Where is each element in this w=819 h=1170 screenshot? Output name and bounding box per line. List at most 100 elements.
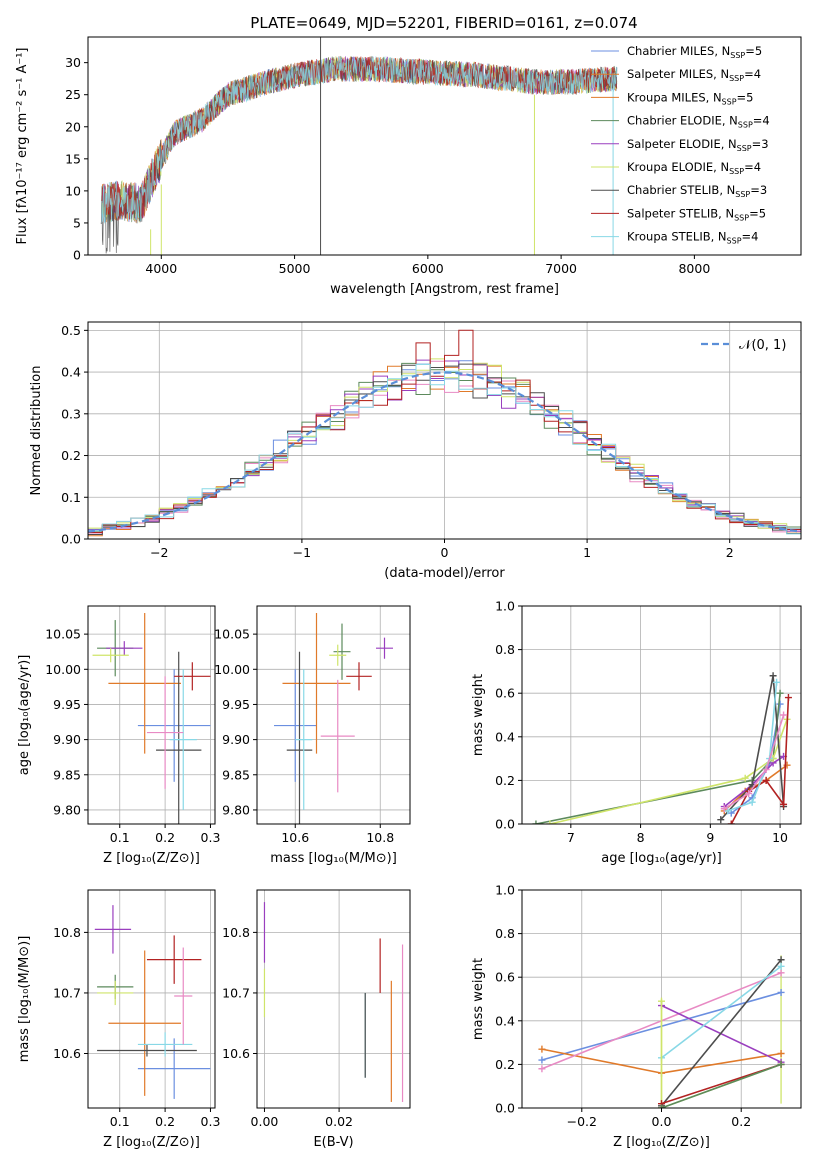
mass-weight-line: [723, 764, 788, 812]
mass-weight-marker: [780, 711, 788, 719]
mass-weight-marker: [777, 956, 785, 964]
plot-area: [274, 613, 393, 824]
y-tick-label: 10.05: [45, 627, 81, 642]
mass-weight-marker: [777, 1060, 785, 1068]
legend-label: 𝒩(0, 1): [739, 338, 786, 353]
y-tick-label: 30: [65, 55, 81, 70]
legend-label: Chabrier ELODIE, NSSP=4: [627, 114, 770, 130]
mass-weight-marker: [727, 820, 735, 824]
y-tick-label: 10.6: [53, 1046, 81, 1061]
y-tick-label: 0.0: [61, 532, 81, 547]
x-tick-label: 0.0: [652, 1114, 672, 1129]
y-tick-label: 9.90: [53, 732, 81, 747]
axes-frame: [87, 605, 216, 825]
x-tick-label: 7: [567, 830, 575, 845]
axes-frame: [256, 605, 411, 825]
mass-weight-marker: [784, 694, 792, 702]
x-tick-label: 5000: [279, 261, 311, 276]
y-tick-label: 25: [65, 87, 81, 102]
mass-weight-line: [549, 719, 788, 824]
x-tick-label: 10.8: [366, 830, 394, 845]
y-tick-label: 0.8: [495, 642, 515, 657]
x-tick-label: −1: [293, 545, 311, 560]
x-tick-label: 9: [706, 830, 714, 845]
y-tick-label: 10.00: [214, 662, 250, 677]
mass-weight-line: [723, 714, 785, 810]
mass-vs-metallicity-panel: 0.1 0.2 0.3 10.6 10.7 10.8 Z [log₁₀(Z/Z⊙)] mass…: [17, 889, 221, 1150]
y-tick-label: 1.0: [495, 599, 515, 614]
y-tick-label: 0.5: [61, 323, 81, 338]
plot-area: [100, 37, 618, 255]
x-axis-label: (data-model)/error: [384, 566, 505, 581]
mass-weight-marker: [777, 988, 785, 996]
mass-weight-marker: [717, 816, 725, 824]
y-tick-label: 0.4: [495, 1013, 515, 1028]
y-axis-label: mass weight: [471, 958, 486, 1040]
y-tick-label: 1.0: [495, 883, 515, 898]
mass-weight-marker: [745, 789, 753, 797]
y-tick-label: 0.6: [495, 686, 515, 701]
mass-weight-marker: [762, 776, 770, 784]
histogram-series: [88, 363, 801, 535]
mass-weight-marker: [658, 997, 665, 1005]
y-tick-label: 9.80: [53, 802, 81, 817]
y-tick-label: 5: [73, 215, 81, 230]
y-axis-label: mass weight: [471, 674, 486, 756]
mass-weight-line: [661, 965, 782, 1059]
legend-label: Salpeter MILES, NSSP=4: [627, 67, 761, 83]
plot-area: [94, 905, 211, 1099]
x-tick-label: 0.00: [251, 1114, 279, 1129]
y-tick-label: 0.4: [495, 729, 515, 744]
mass-weight-line: [720, 675, 785, 821]
x-tick-label: 4000: [145, 261, 177, 276]
legend-label: Salpeter STELIB, NSSP=5: [627, 206, 766, 222]
x-tick-label: 0.2: [155, 1114, 175, 1129]
x-tick-label: 0: [441, 545, 449, 560]
mass-weight-marker: [773, 678, 781, 686]
axes-frame: [521, 605, 802, 825]
plot-area: [88, 329, 801, 537]
y-tick-label: 20: [65, 119, 81, 134]
plot-area: [263, 902, 404, 1102]
plot-area: [532, 672, 792, 824]
y-tick-label: 10.8: [53, 925, 81, 940]
mass-weight-line: [660, 1001, 782, 1108]
mass-weight-marker: [658, 1104, 665, 1108]
y-tick-label: 0: [73, 248, 81, 263]
y-axis-label: mass [log₁₀(M/M⊙)]: [17, 936, 32, 1063]
mass-weight-marker: [538, 1065, 546, 1073]
legend-label: Kroupa STELIB, NSSP=4: [627, 230, 758, 246]
legend-label: Kroupa ELODIE, NSSP=4: [627, 160, 761, 176]
y-tick-label: 10.00: [45, 662, 81, 677]
mass-weight-marker: [780, 800, 788, 808]
mass-weight-marker: [776, 689, 784, 697]
mass-weight-marker: [546, 820, 554, 824]
x-tick-label: 7000: [545, 261, 577, 276]
x-tick-label: 0.1: [110, 830, 130, 845]
mass-weight-marker: [769, 672, 777, 680]
mass-weight-marker: [776, 700, 784, 708]
y-tick-label: 0.0: [495, 817, 515, 832]
spectrum-line: [100, 55, 618, 224]
y-tick-label: 10.7: [53, 985, 81, 1000]
y-tick-label: 0.4: [61, 365, 81, 380]
x-tick-label: 0.3: [201, 830, 221, 845]
y-axis-label: Flux [fλ10⁻¹⁷ erg cm⁻² s⁻¹ A⁻¹]: [15, 48, 30, 245]
y-tick-label: 9.80: [222, 802, 250, 817]
mass-weight-line: [727, 682, 778, 812]
plot-area: [538, 955, 785, 1108]
x-axis-label: E(B-V): [313, 1135, 353, 1150]
mass-weight-vs-age-panel: 7 8 9 10 0.0 0.2 0.4 0.6 0.8 1.0 age [log₁₀(age/yr…: [471, 599, 802, 866]
x-tick-label: 0.2: [731, 1114, 751, 1129]
y-tick-label: 0.2: [495, 1057, 515, 1072]
y-tick-label: 10.7: [222, 985, 250, 1000]
x-tick-label: 0.02: [325, 1114, 353, 1129]
y-tick-label: 10: [65, 183, 81, 198]
legend-label: Salpeter ELODIE, NSSP=3: [627, 137, 769, 153]
age-vs-metallicity-panel: 0.1 0.2 0.3 9.80 9.85 9.90 9.95 10.00 10.05 Z [lo…: [17, 605, 221, 866]
x-tick-label: 0.3: [201, 1114, 221, 1129]
y-tick-label: 0.6: [495, 970, 515, 985]
x-axis-label: Z [log₁₀(Z/Z⊙)]: [613, 1135, 710, 1150]
mass-weight-marker: [538, 1045, 546, 1053]
